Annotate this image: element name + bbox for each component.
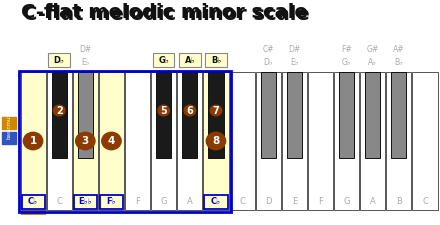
Text: C♭: C♭ bbox=[28, 197, 38, 206]
Bar bbox=[21, 211, 46, 215]
Text: 4: 4 bbox=[108, 136, 115, 146]
Text: A: A bbox=[187, 198, 193, 207]
Text: E: E bbox=[292, 198, 297, 207]
Bar bbox=[125, 72, 150, 209]
Bar bbox=[18, 70, 231, 212]
Text: D#: D# bbox=[288, 45, 301, 54]
Text: C: C bbox=[422, 198, 428, 207]
Bar bbox=[47, 72, 72, 209]
Bar bbox=[230, 72, 255, 209]
Text: F#: F# bbox=[341, 45, 352, 54]
Bar bbox=[156, 72, 171, 158]
Text: F: F bbox=[318, 198, 323, 207]
Text: D♭: D♭ bbox=[264, 58, 273, 67]
Bar bbox=[100, 194, 123, 209]
Text: A: A bbox=[370, 198, 376, 207]
Bar bbox=[260, 72, 276, 158]
Ellipse shape bbox=[184, 105, 195, 116]
Ellipse shape bbox=[23, 132, 43, 150]
Text: G#: G# bbox=[367, 45, 379, 54]
Text: C: C bbox=[239, 198, 245, 207]
Text: basicmusictheory.com: basicmusictheory.com bbox=[7, 77, 11, 139]
Text: 2: 2 bbox=[56, 106, 62, 115]
Bar bbox=[151, 72, 176, 209]
Bar bbox=[74, 194, 97, 209]
Text: A♭: A♭ bbox=[368, 58, 377, 67]
Bar bbox=[2, 117, 16, 129]
Bar bbox=[51, 72, 67, 158]
Bar bbox=[205, 53, 227, 67]
Ellipse shape bbox=[53, 105, 65, 116]
Text: G: G bbox=[343, 198, 350, 207]
Text: 6: 6 bbox=[187, 106, 193, 115]
Text: 5: 5 bbox=[160, 106, 167, 115]
Bar bbox=[412, 72, 437, 209]
Text: E♭♭: E♭♭ bbox=[78, 197, 92, 206]
Text: D♭: D♭ bbox=[54, 56, 65, 65]
Bar bbox=[22, 194, 44, 209]
Text: G♭: G♭ bbox=[342, 58, 351, 67]
Bar bbox=[182, 72, 198, 158]
Ellipse shape bbox=[158, 105, 169, 116]
Bar bbox=[339, 72, 354, 158]
Text: E♭: E♭ bbox=[290, 58, 298, 67]
Bar bbox=[153, 53, 174, 67]
Bar bbox=[365, 72, 380, 158]
Bar bbox=[21, 72, 46, 209]
Bar bbox=[73, 72, 98, 209]
Text: D: D bbox=[265, 198, 271, 207]
Bar bbox=[391, 72, 407, 158]
Text: A♭: A♭ bbox=[184, 56, 195, 65]
Bar bbox=[2, 132, 16, 144]
Text: B: B bbox=[396, 198, 402, 207]
Bar bbox=[282, 72, 307, 209]
Text: A#: A# bbox=[393, 45, 405, 54]
Ellipse shape bbox=[76, 132, 95, 150]
Text: 3: 3 bbox=[82, 136, 89, 146]
Bar bbox=[334, 72, 359, 209]
Text: F: F bbox=[135, 198, 140, 207]
Text: G: G bbox=[161, 198, 167, 207]
Bar bbox=[386, 72, 411, 209]
Text: F♭: F♭ bbox=[106, 197, 116, 206]
Text: C-flat melodic minor scale: C-flat melodic minor scale bbox=[21, 3, 308, 22]
Text: 1: 1 bbox=[29, 136, 37, 146]
Text: G♭: G♭ bbox=[158, 56, 169, 65]
Text: D#: D# bbox=[79, 45, 92, 54]
Bar bbox=[209, 72, 224, 158]
Bar bbox=[308, 72, 333, 209]
Bar bbox=[48, 53, 70, 67]
Bar bbox=[287, 72, 302, 158]
Bar bbox=[179, 53, 201, 67]
Text: B♭: B♭ bbox=[211, 56, 221, 65]
Ellipse shape bbox=[210, 105, 222, 116]
Text: C: C bbox=[56, 198, 62, 207]
Bar bbox=[203, 72, 228, 209]
Bar bbox=[204, 194, 227, 209]
Text: C♭: C♭ bbox=[211, 197, 221, 206]
Text: C-flat melodic minor scale: C-flat melodic minor scale bbox=[23, 5, 310, 24]
Bar bbox=[360, 72, 385, 209]
Text: C#: C# bbox=[262, 45, 274, 54]
Bar bbox=[256, 72, 281, 209]
Text: 7: 7 bbox=[213, 106, 219, 115]
Text: B♭: B♭ bbox=[394, 58, 403, 67]
Bar bbox=[99, 72, 124, 209]
Ellipse shape bbox=[102, 132, 121, 150]
Text: E♭: E♭ bbox=[81, 58, 89, 67]
Bar bbox=[78, 72, 93, 158]
Bar bbox=[177, 72, 202, 209]
Text: 8: 8 bbox=[213, 136, 220, 146]
Ellipse shape bbox=[206, 132, 226, 150]
